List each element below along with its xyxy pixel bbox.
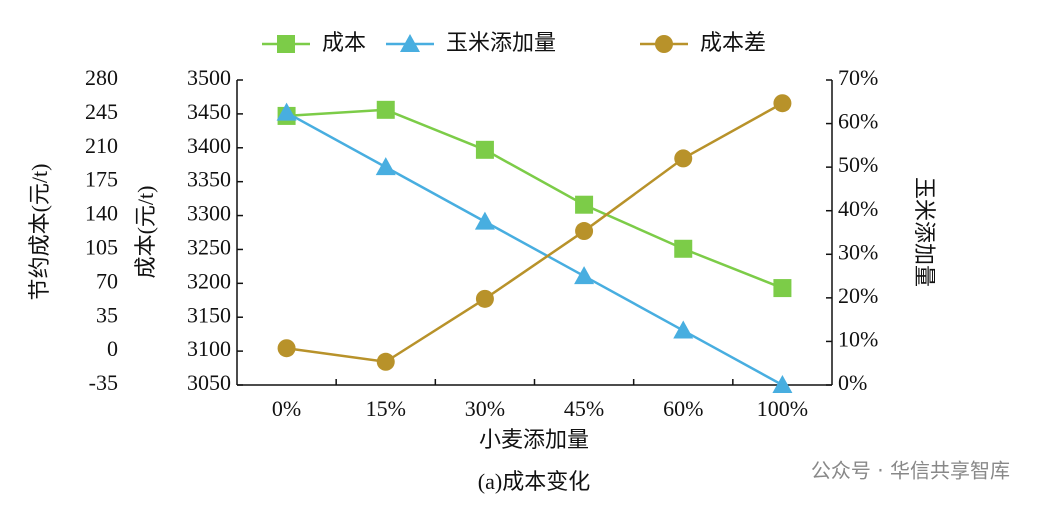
y-tick-label: 3500 bbox=[187, 65, 231, 90]
y2-tick-label: 50% bbox=[838, 152, 878, 177]
x-tick-label: 60% bbox=[663, 396, 703, 421]
marker bbox=[673, 320, 694, 339]
marker bbox=[475, 140, 494, 159]
marker bbox=[674, 149, 693, 168]
y2-tick-label: 10% bbox=[838, 326, 878, 351]
caption: (a)成本变化 bbox=[478, 469, 590, 494]
marker bbox=[277, 339, 296, 358]
marker bbox=[475, 289, 494, 308]
y3-tick-label: 280 bbox=[85, 65, 118, 90]
legend-marker bbox=[277, 35, 295, 53]
y-tick-label: 3400 bbox=[187, 133, 231, 158]
legend-label: 成本 bbox=[322, 31, 366, 56]
legend-marker bbox=[400, 34, 420, 52]
y3-tick-label: 210 bbox=[85, 133, 118, 158]
y2-tick-label: 0% bbox=[838, 370, 867, 395]
marker bbox=[574, 266, 595, 285]
y3-tick-label: 0 bbox=[107, 336, 118, 361]
line bbox=[286, 108, 783, 290]
marker bbox=[376, 100, 395, 119]
marker bbox=[674, 239, 693, 258]
y2-tick-label: 60% bbox=[838, 109, 878, 134]
marker bbox=[773, 94, 792, 113]
y3-tick-label: 245 bbox=[85, 99, 118, 124]
y-tick-label: 3250 bbox=[187, 234, 231, 259]
legend-label: 成本差 bbox=[700, 31, 766, 56]
marker bbox=[376, 352, 395, 371]
marker bbox=[474, 211, 495, 230]
y3-tick-label: -35 bbox=[89, 370, 118, 395]
y2-tick-label: 30% bbox=[838, 239, 878, 264]
marker bbox=[575, 222, 594, 241]
y2-tick-label: 20% bbox=[838, 283, 878, 308]
y3-tick-label: 140 bbox=[85, 201, 118, 226]
y-tick-label: 3200 bbox=[187, 268, 231, 293]
x-tick-label: 45% bbox=[564, 396, 604, 421]
legend-marker bbox=[655, 35, 673, 53]
y-tick-label: 3350 bbox=[187, 167, 231, 192]
y2-axis-label: 玉米添加量 bbox=[912, 177, 937, 287]
y-tick-label: 3300 bbox=[187, 201, 231, 226]
x-axis-label: 小麦添加量 bbox=[479, 427, 589, 452]
x-tick-label: 100% bbox=[757, 396, 808, 421]
x-tick-label: 30% bbox=[465, 396, 505, 421]
marker bbox=[375, 157, 396, 176]
y3-tick-label: 70 bbox=[96, 268, 118, 293]
y-axis-label: 成本(元/t) bbox=[133, 186, 158, 279]
y2-tick-label: 40% bbox=[838, 196, 878, 221]
y3-tick-label: 105 bbox=[85, 234, 118, 259]
y3-axis-label: 节约成本(元/t) bbox=[27, 164, 52, 301]
y2-tick-label: 70% bbox=[838, 65, 878, 90]
y-tick-label: 3100 bbox=[187, 336, 231, 361]
y-tick-label: 3050 bbox=[187, 370, 231, 395]
watermark: 公众号 · 华信共享智库 bbox=[811, 459, 1010, 483]
marker bbox=[772, 375, 793, 393]
x-tick-label: 15% bbox=[366, 396, 406, 421]
x-tick-label: 0% bbox=[272, 396, 301, 421]
line bbox=[285, 111, 784, 387]
marker bbox=[773, 279, 792, 298]
y-tick-label: 3450 bbox=[187, 99, 231, 124]
line bbox=[286, 102, 784, 364]
y-tick-label: 3150 bbox=[187, 302, 231, 327]
legend-label: 玉米添加量 bbox=[446, 31, 556, 56]
y3-tick-label: 175 bbox=[85, 167, 118, 192]
marker bbox=[575, 195, 594, 214]
y3-tick-label: 35 bbox=[96, 302, 118, 327]
marker bbox=[276, 102, 297, 121]
